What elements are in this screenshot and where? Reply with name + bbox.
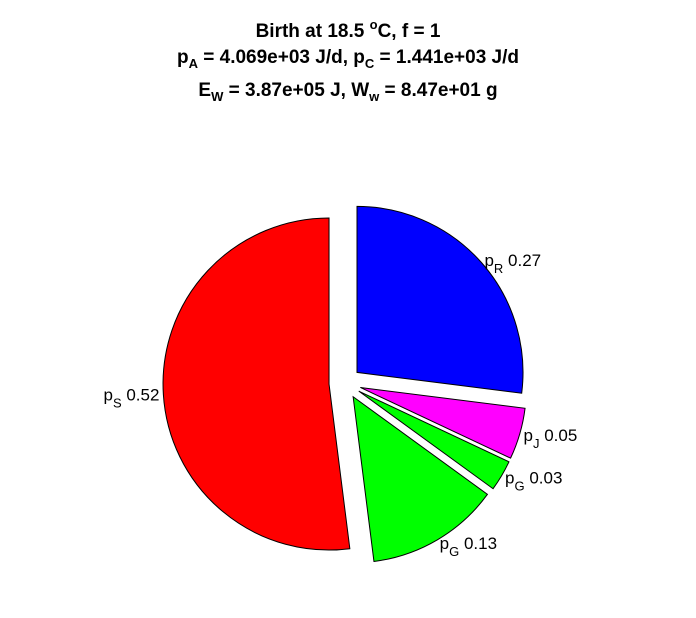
slice-label-2: pG 0.03 xyxy=(505,469,562,494)
slice-label-symbol: p xyxy=(103,386,112,405)
pie-slice-1 xyxy=(360,386,526,459)
slice-label-3: pG 0.13 xyxy=(440,534,497,559)
slice-label-value: 0.03 xyxy=(525,469,563,488)
title-line-3: EW = 3.87e+05 J, Ww = 8.47e+01 g xyxy=(198,80,498,104)
slice-label-value: 0.13 xyxy=(459,534,497,553)
slice-label-subscript: R xyxy=(494,261,503,276)
slice-label-value: 0.05 xyxy=(540,426,578,445)
slice-label-4: pS 0.52 xyxy=(103,386,159,411)
pie-slice-2 xyxy=(358,390,510,490)
slice-label-value: 0.27 xyxy=(503,251,541,270)
title-line-2: pA = 4.069e+03 J/d, pC = 1.441e+03 J/d xyxy=(176,47,520,71)
chart-title: Birth at 18.5 oC, f = 1 pA = 4.069e+03 J… xyxy=(0,8,696,107)
pie-slice-4 xyxy=(162,217,351,551)
slice-label-symbol: p xyxy=(505,469,514,488)
slice-label-1: pJ 0.05 xyxy=(524,426,578,451)
slice-label-subscript: G xyxy=(514,479,524,494)
slice-label-symbol: p xyxy=(440,534,449,553)
slice-label-0: pR 0.27 xyxy=(484,251,541,276)
slice-label-subscript: J xyxy=(533,436,540,451)
slice-label-symbol: p xyxy=(484,251,493,270)
slice-label-subscript: G xyxy=(449,544,459,559)
pie-slice-3 xyxy=(352,395,489,563)
title-line-1: Birth at 18.5 oC, f = 1 xyxy=(255,17,441,42)
slice-label-value: 0.52 xyxy=(122,386,160,405)
slice-label-subscript: S xyxy=(113,396,122,411)
slice-label-symbol: p xyxy=(524,426,533,445)
pie-slice-0 xyxy=(356,205,524,394)
